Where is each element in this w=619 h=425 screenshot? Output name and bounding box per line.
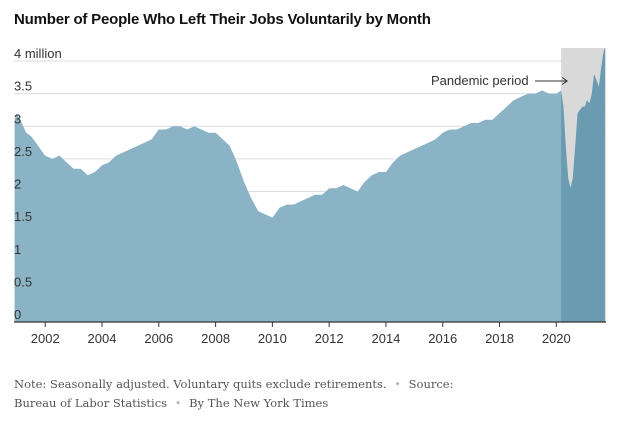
x-tick-label: 2020	[542, 331, 571, 346]
source-text: Source: Bureau of Labor Statistics	[14, 377, 454, 410]
x-tick-label: 2004	[88, 331, 117, 346]
y-tick-labels: 0 0.5 1 1.5 2 2.5 3 3.5 4 million	[14, 46, 62, 322]
y-tick-label: 2	[14, 177, 21, 192]
x-tick-label: 2012	[315, 331, 344, 346]
arrow-head-icon	[561, 77, 569, 85]
x-tick-label: 2010	[258, 331, 287, 346]
y-tick-label: 3.5	[14, 79, 32, 94]
area-series	[14, 48, 605, 322]
y-tick-label: 0.5	[14, 274, 32, 289]
x-tick-label: 2002	[31, 331, 60, 346]
byline-text: By The New York Times	[189, 396, 329, 410]
y-tick-label: 0	[14, 307, 21, 322]
y-tick-label: 1.5	[14, 209, 32, 224]
chart-title: Number of People Who Left Their Jobs Vol…	[14, 11, 431, 28]
area-layer	[14, 48, 605, 322]
chart-svg: 00.511.522.533.54 million 2002 2004 2006 20…	[14, 46, 606, 346]
area-series-pandemic	[561, 48, 605, 322]
chart-note: Note: Seasonally adjusted. Voluntary qui…	[14, 375, 484, 413]
y-tick-label: 2.5	[14, 144, 32, 159]
x-tick-label: 2016	[428, 331, 457, 346]
separator-dot: •	[394, 377, 401, 391]
note-text: Note: Seasonally adjusted. Voluntary qui…	[14, 377, 387, 391]
y-tick-label: 4 million	[14, 46, 62, 61]
y-tick-label: 1	[14, 242, 21, 257]
x-tick-label: 2018	[485, 331, 514, 346]
annotation-layer: Pandemic period	[431, 73, 569, 88]
x-tick-label: 2008	[201, 331, 230, 346]
x-tick-label: 2014	[371, 331, 400, 346]
x-tick-labels: 2002 2004 2006 2008 2010 2012 2014 2016 2018 2020	[31, 331, 571, 346]
y-tick-label: 3	[14, 111, 21, 126]
x-tick-label: 2006	[144, 331, 173, 346]
axis-layer	[14, 321, 606, 327]
pandemic-label: Pandemic period	[431, 73, 529, 88]
separator-dot: •	[174, 396, 182, 410]
